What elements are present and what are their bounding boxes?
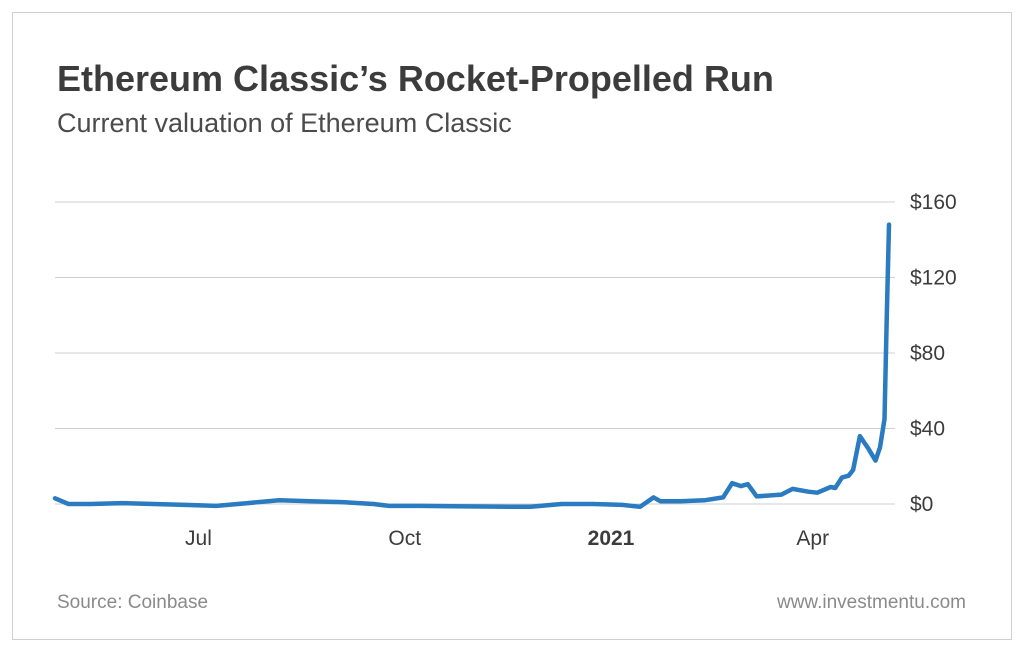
x-tick-label: Apr	[796, 527, 829, 550]
price-line	[52, 222, 892, 510]
site-credit: www.investmentu.com	[776, 592, 966, 613]
chart-subtitle: Current valuation of Ethereum Classic	[57, 108, 512, 138]
gridlines	[55, 201, 895, 505]
x-tick-label: Oct	[388, 527, 421, 550]
chart-title: Ethereum Classic’s Rocket-Propelled Run	[57, 58, 774, 99]
y-tick-label: $80	[910, 342, 945, 365]
y-tick-label: $160	[910, 191, 957, 214]
x-tick-label: Jul	[185, 527, 212, 550]
y-tick-label: $0	[910, 493, 933, 516]
y-tick-label: $40	[910, 418, 945, 441]
x-tick-label: 2021	[588, 527, 635, 550]
chart-frame	[12, 12, 1012, 640]
y-tick-label: $120	[910, 267, 957, 290]
x-axis-ticks: Jul Oct 2021 Apr	[185, 527, 829, 550]
y-axis-ticks: $0 $40 $80 $120 $160	[910, 191, 957, 516]
source-note: Source: Coinbase	[57, 592, 209, 613]
